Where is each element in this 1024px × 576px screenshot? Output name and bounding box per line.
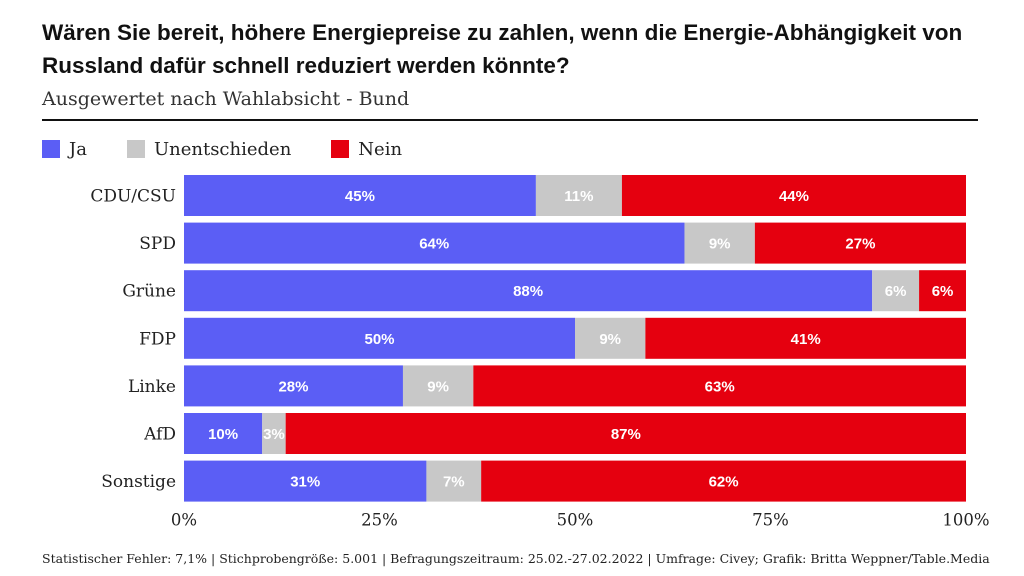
bar-nein [621,175,966,216]
category-label: SPD [139,234,176,254]
category-label: CDU/CSU [90,187,176,207]
data-label: 9% [709,236,731,253]
bar-unentschieden [575,317,646,359]
legend-item-1: Unentschieden [126,138,292,160]
bar-unentschieden [872,270,920,312]
bar-ja [184,270,873,312]
data-label: 44% [779,188,809,205]
data-label: 6% [932,283,954,300]
bar-nein [754,222,966,264]
data-label: 3% [263,426,285,443]
x-tick-label: 100% [942,511,989,530]
x-tick-label: 25% [361,511,398,530]
title-divider [42,119,978,121]
data-label: 88% [513,283,543,300]
data-label: 11% [564,188,593,205]
legend-label: Nein [358,138,403,160]
legend-swatch [42,140,60,158]
data-label: 62% [709,474,739,491]
legend-swatch [126,140,145,158]
bar-unentschieden [426,460,482,502]
x-axis-ticks: 0% 25% 50% 75% 100% [171,511,990,530]
data-label: 27% [845,236,875,253]
category-label: FDP [139,329,176,349]
bars-layer: 45% 11% 44% 64% 9% 27% 88% 6% 6% 50% 9% 41% 28% 9% 63%… [184,175,966,502]
legend: Ja Unentschieden Nein [42,136,442,162]
category-label: Linke [128,377,176,397]
legend-item-2: Nein [331,139,402,160]
data-label: 50% [364,331,394,348]
bar-unentschieden [535,175,622,216]
bar-unentschieden [402,365,474,407]
stacked-bar-chart: 45% 11% 44% 64% 9% 27% 88% 6% 6% 50% 9% 41% 28% 9% 63%… [90,175,990,530]
bar-ja [184,460,427,502]
bar-unentschieden [262,413,286,454]
bar-nein [481,460,966,502]
bar-ja [184,175,536,216]
data-label: 9% [599,331,621,348]
x-tick-label: 50% [557,511,594,530]
data-label: 31% [290,474,320,491]
legend-label: Unentschieden [153,138,292,160]
data-label: 9% [427,378,449,395]
data-label: 64% [419,236,449,253]
bar-nein [473,365,966,407]
category-label: Sonstige [101,472,176,492]
legend-label: Ja [69,138,87,160]
bar-nein [919,270,966,312]
chart-title: Wären Sie bereit, höhere Energiepreise z… [42,20,963,78]
x-tick-label: 0% [171,511,197,530]
bar-ja [184,222,685,264]
data-label: 10% [208,426,238,443]
category-label: AfD [143,425,176,445]
data-label: 41% [791,331,821,348]
bar-ja [184,365,403,407]
bar-ja [184,413,263,454]
bar-ja [184,317,575,359]
legend-swatch [331,140,350,158]
bar-unentschieden [684,222,755,264]
x-tick-label: 75% [752,511,789,530]
category-label: Grüne [122,282,176,302]
data-label: 28% [278,378,308,395]
source-footer: Statistischer Fehler: 7,1% | Stichproben… [42,551,990,566]
bar-nein [285,413,966,454]
data-label: 7% [443,474,465,491]
data-label: 63% [705,378,735,395]
data-label: 6% [885,283,907,300]
bar-nein [645,317,966,359]
data-label: 87% [611,426,641,443]
chart-subtitle: Ausgewertet nach Wahlabsicht - Bund [42,88,410,110]
legend-item-0: Ja [42,139,87,160]
category-labels: CDU/CSU SPD Grüne FDP Linke AfD Sonstige [90,187,176,493]
data-label: 45% [345,188,375,205]
